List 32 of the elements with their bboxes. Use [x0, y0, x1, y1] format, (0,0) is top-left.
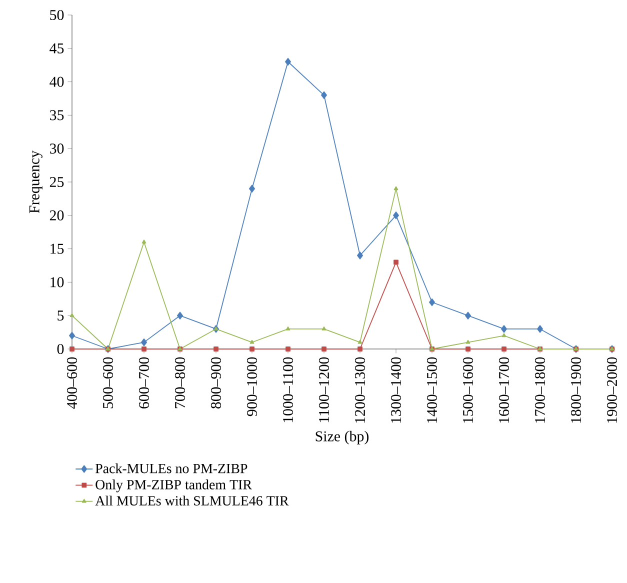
y-tick-label: 35 — [50, 110, 64, 120]
x-tick-label: 800–900 — [210, 357, 222, 409]
x-tick-label: 700–800 — [174, 357, 186, 408]
x-tick-label: 1300–1400 — [390, 357, 402, 423]
x-tick-label: 500–600 — [102, 357, 114, 408]
x-tick-label: 1900–2000 — [606, 357, 618, 423]
y-tick-label: 10 — [50, 277, 64, 288]
legend-label: All MULEs with SLMULE46 TIR — [95, 496, 289, 506]
x-tick-label: 1500–1600 — [462, 357, 474, 423]
legend-label: Pack-MULEs no PM-ZIBP — [95, 463, 248, 474]
y-tick-label: 5 — [58, 310, 64, 321]
x-tick-label: 900–1000 — [246, 357, 258, 416]
x-tick-label: 1000–1100 — [282, 357, 294, 422]
y-tick-label: 20 — [50, 210, 64, 220]
x-tick-label: 1100–1200 — [318, 357, 330, 422]
x-tick-label: 1200–1300 — [354, 357, 366, 423]
y-tick-label: 50 — [50, 10, 64, 20]
y-tick-label: 30 — [50, 144, 64, 154]
y-tick-label: 25 — [50, 176, 64, 188]
y-tick-label: 40 — [50, 76, 64, 87]
y-axis-title: Frequency — [29, 150, 42, 214]
x-tick-label: 1800–1900 — [570, 357, 582, 423]
y-tick-label: 45 — [50, 43, 64, 54]
y-tick-label: 15 — [50, 244, 64, 254]
x-tick-label: 1600–1700 — [498, 357, 510, 423]
y-tick-label: 0 — [57, 344, 64, 354]
x-axis-title: Size (bp) — [316, 430, 369, 444]
legend-label: Only PM-ZIBP tandem TIR — [96, 480, 252, 492]
x-tick-label: 400–600 — [66, 357, 78, 409]
x-tick-label: 1700–1800 — [534, 357, 546, 423]
x-tick-label: 600–700 — [138, 357, 150, 408]
x-tick-label: 1400–1500 — [426, 357, 438, 423]
